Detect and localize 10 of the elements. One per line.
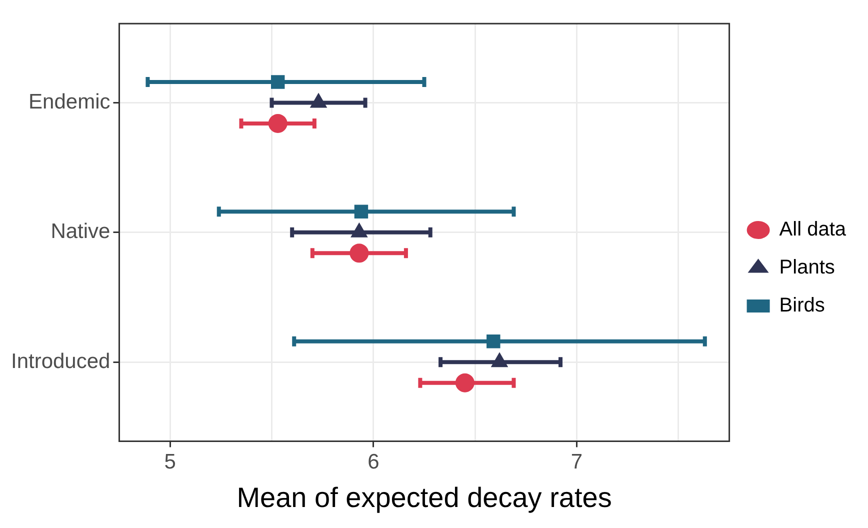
legend-label: All data <box>779 218 847 241</box>
x-axis-title: Mean of expected decay rates <box>236 482 612 513</box>
x-tick-label: 6 <box>368 450 380 474</box>
y-tick-label: Introduced <box>10 350 110 373</box>
y-tick-label: Native <box>50 220 110 244</box>
x-tick-label: 7 <box>570 450 583 474</box>
legend-label: Birds <box>779 294 825 317</box>
legend-label: Plants <box>779 256 835 279</box>
x-tick-label: 5 <box>164 450 176 474</box>
y-tick-label: Endemic <box>28 90 110 114</box>
